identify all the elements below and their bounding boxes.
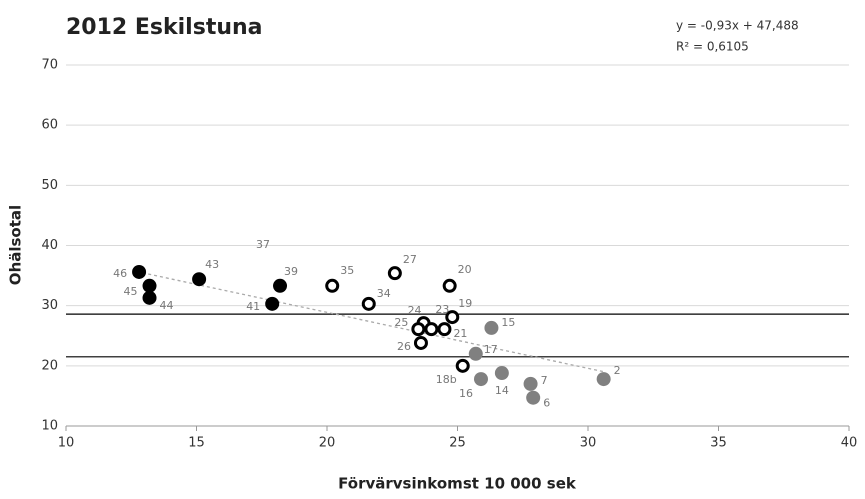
chart-title: 2012 Eskilstuna xyxy=(66,15,263,40)
y-tick-label: 60 xyxy=(41,118,58,133)
y-tick-label: 30 xyxy=(41,298,58,313)
x-axis-label: Förvärvsinkomst 10 000 sek xyxy=(338,475,577,493)
point xyxy=(142,278,157,293)
y-tick-label: 70 xyxy=(41,58,58,73)
point xyxy=(494,366,509,381)
trendline xyxy=(136,270,604,373)
point-label: 17 xyxy=(484,343,498,356)
point xyxy=(473,372,488,387)
equation: y = -0,93x + 47,488 xyxy=(676,19,799,33)
x-tick-label: 40 xyxy=(841,436,858,451)
x-tick-label: 35 xyxy=(710,436,727,451)
point-label: 25 xyxy=(394,316,408,329)
y-tick-label: 50 xyxy=(41,178,58,193)
point xyxy=(387,266,402,281)
point-label: 14 xyxy=(495,384,509,397)
point xyxy=(265,296,280,311)
y-tick-label: 40 xyxy=(41,238,58,253)
point-label: 20 xyxy=(458,263,472,276)
point xyxy=(273,278,288,293)
y-axis-label: Ohälsotal xyxy=(7,205,25,285)
point xyxy=(132,264,147,279)
x-tick-label: 10 xyxy=(58,436,75,451)
point xyxy=(455,358,470,373)
point xyxy=(325,278,340,293)
point-label: 44 xyxy=(160,299,174,312)
point-label: 46 xyxy=(113,267,127,280)
point-label: 7 xyxy=(541,374,548,387)
point-label: 26 xyxy=(397,340,411,353)
point xyxy=(596,372,611,387)
point xyxy=(445,310,460,325)
point xyxy=(424,322,439,337)
point xyxy=(361,296,376,311)
x-tick-label: 15 xyxy=(188,436,205,451)
point xyxy=(468,346,483,361)
x-tick-label: 30 xyxy=(580,436,597,451)
point xyxy=(523,376,538,391)
point-label: 23 xyxy=(435,303,449,316)
point-label: 2 xyxy=(614,364,621,377)
point xyxy=(526,390,541,405)
point-label: 18b xyxy=(436,373,457,386)
point xyxy=(413,335,428,350)
point-label: 35 xyxy=(340,264,354,277)
point-label: 43 xyxy=(205,258,219,271)
point-label: 19 xyxy=(458,297,472,310)
point-label: 41 xyxy=(246,300,260,313)
point xyxy=(142,290,157,305)
y-tick-label: 10 xyxy=(41,419,58,434)
point xyxy=(411,322,426,337)
point-label: 45 xyxy=(124,285,138,298)
point-label: 39 xyxy=(284,265,298,278)
annotation: 37 xyxy=(256,238,270,251)
point-label: 34 xyxy=(377,287,391,300)
point xyxy=(192,272,207,287)
point-label: 27 xyxy=(403,253,417,266)
point-label: 15 xyxy=(501,316,515,329)
point xyxy=(484,320,499,335)
point-label: 21 xyxy=(453,327,467,340)
x-tick-label: 25 xyxy=(449,436,466,451)
point-label: 16 xyxy=(459,387,473,400)
point xyxy=(437,322,452,337)
point-label: 6 xyxy=(543,397,550,410)
r-squared: R² = 0,6105 xyxy=(676,40,749,54)
x-tick-label: 20 xyxy=(319,436,336,451)
y-tick-label: 20 xyxy=(41,358,58,373)
point-label: 24 xyxy=(408,304,422,317)
point xyxy=(442,278,457,293)
